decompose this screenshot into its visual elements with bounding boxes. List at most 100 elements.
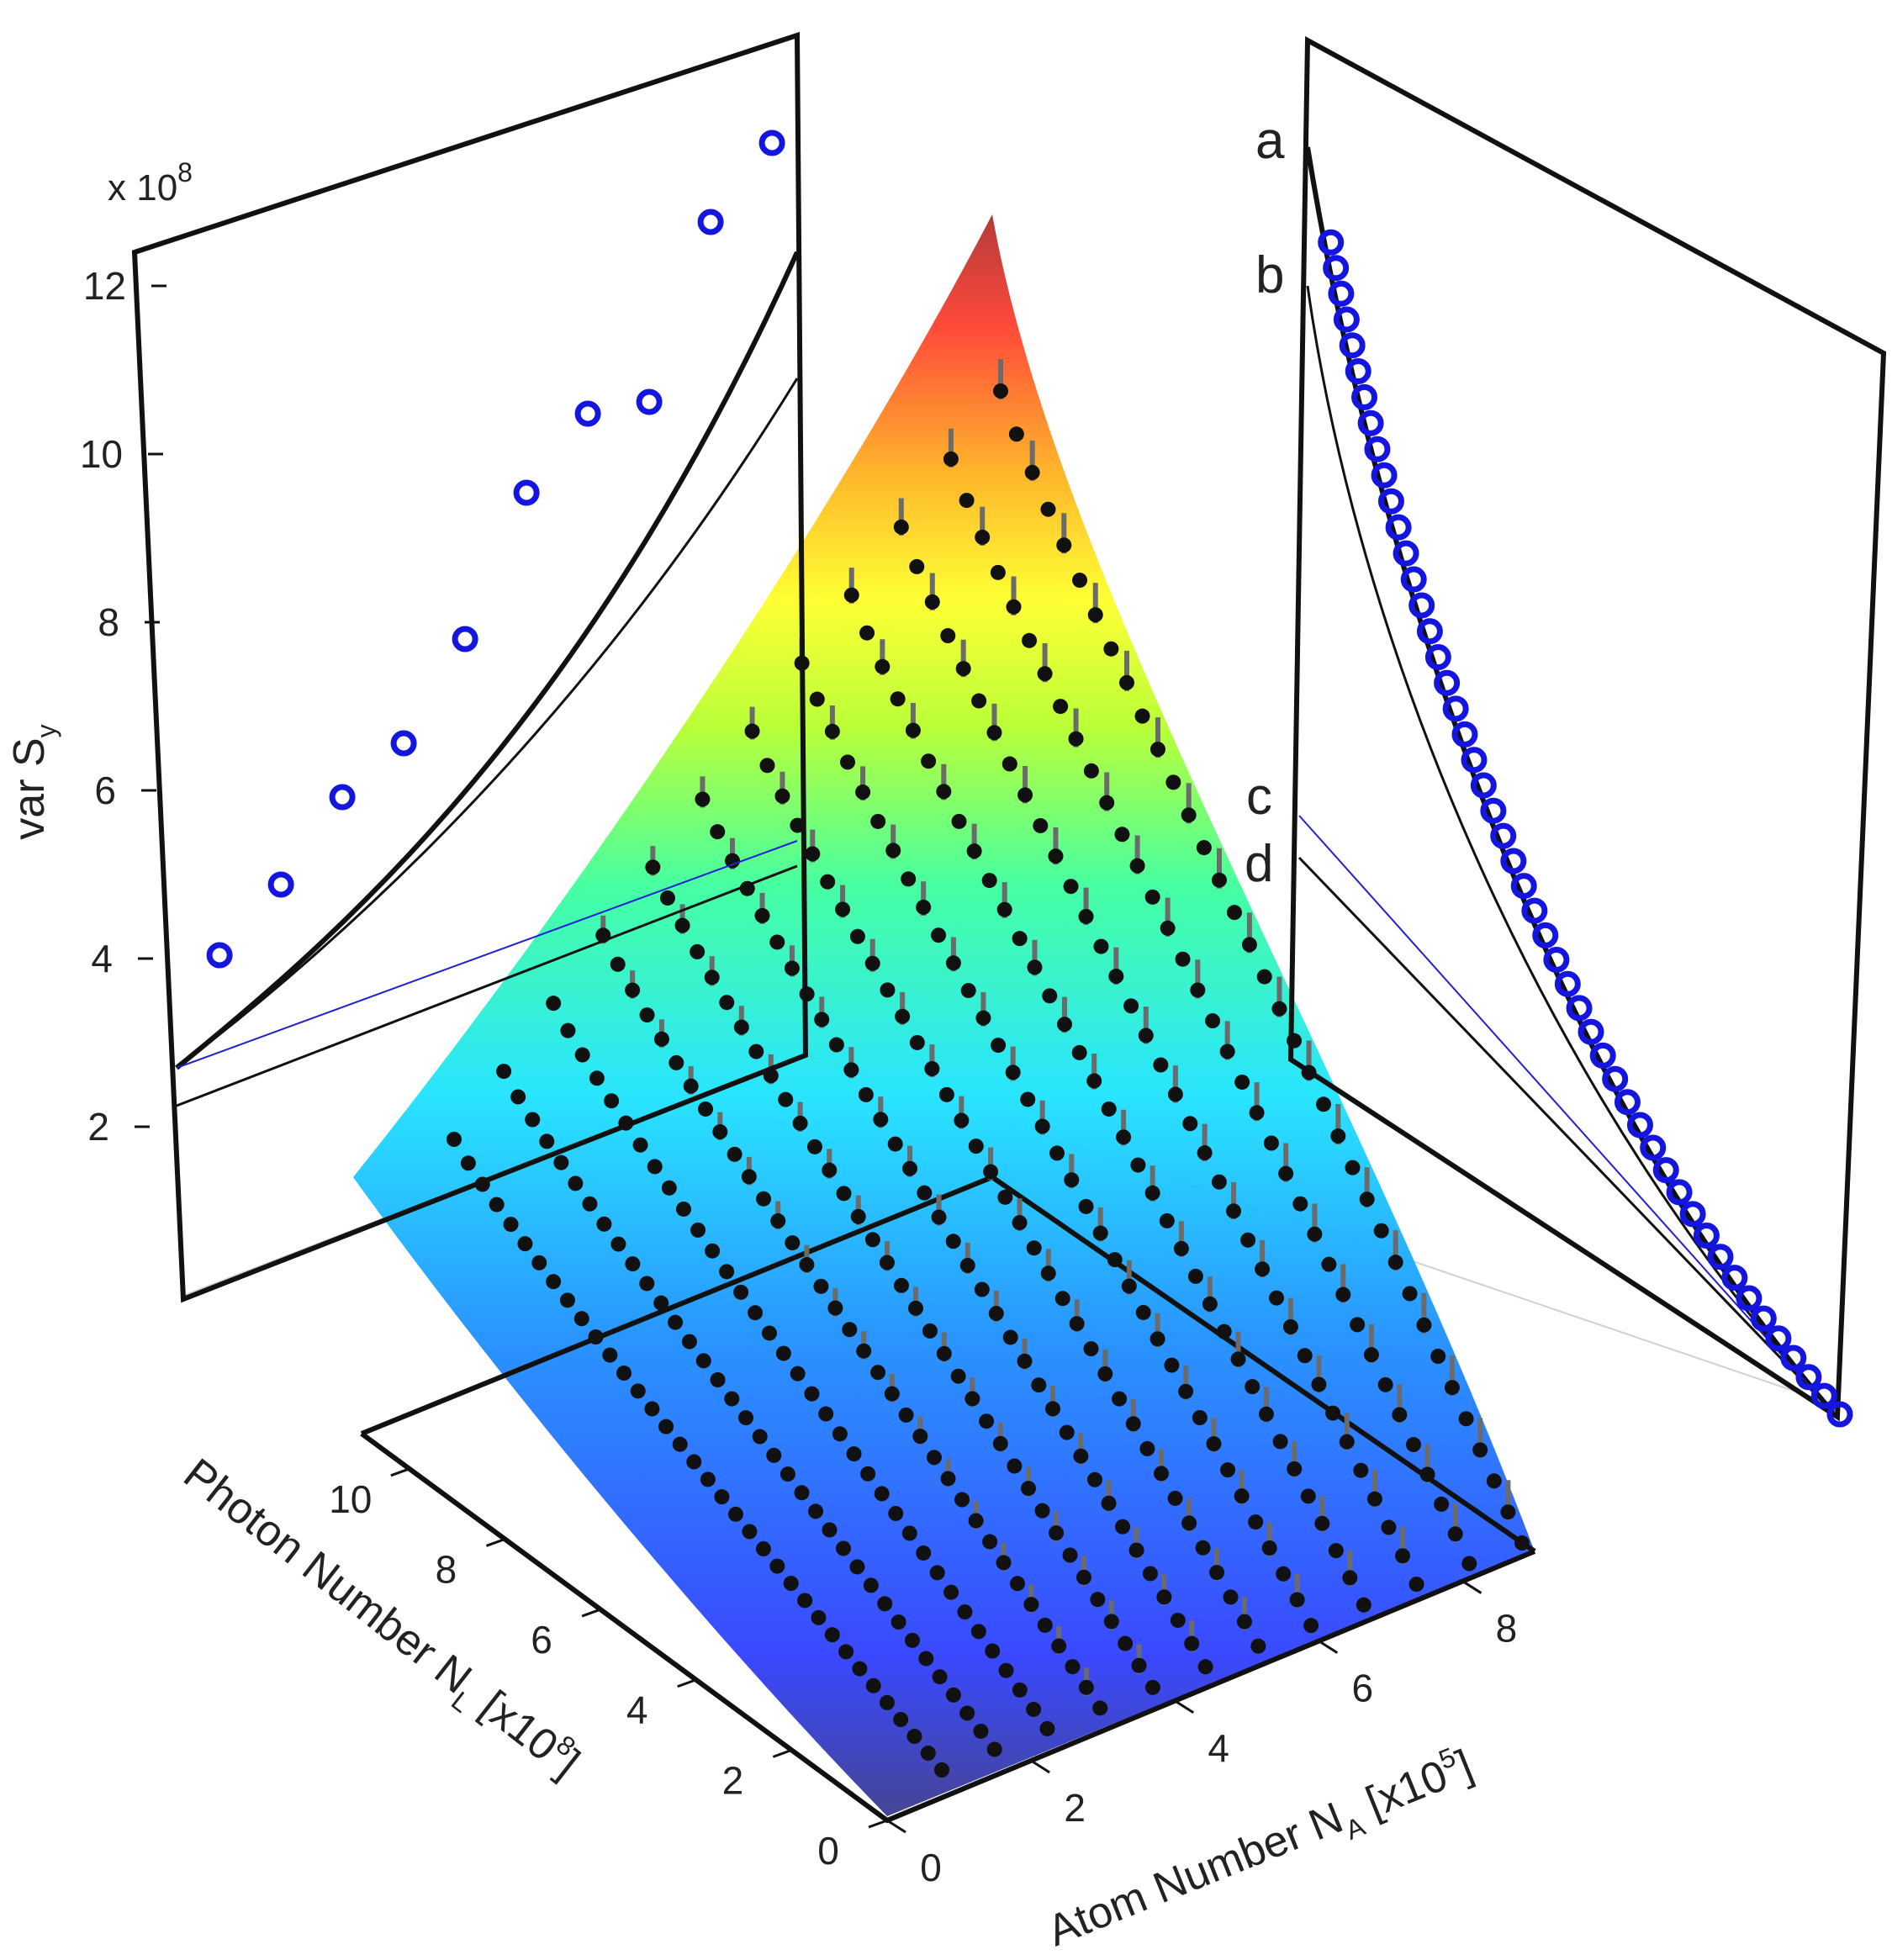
right-data-point bbox=[1400, 566, 1427, 593]
photon-tick-label: 2 bbox=[722, 1758, 744, 1802]
surface-data-point bbox=[658, 1418, 674, 1434]
surface-data-point bbox=[1165, 774, 1181, 790]
surface-data-point bbox=[880, 982, 896, 998]
surface-data-point bbox=[921, 753, 937, 769]
surface-data-point bbox=[1395, 1548, 1411, 1564]
surface-data-point bbox=[604, 1093, 620, 1109]
surface-data-point bbox=[546, 1274, 562, 1290]
atom-tick-label: 8 bbox=[1496, 1607, 1518, 1651]
surface-data-point bbox=[909, 558, 925, 574]
surface-data-point bbox=[1297, 1348, 1313, 1364]
surface-data-point bbox=[906, 1729, 922, 1745]
surface-data-point bbox=[616, 1366, 632, 1382]
surface-data-point bbox=[943, 451, 959, 467]
surface-data-point bbox=[639, 1276, 655, 1292]
surface-data-point bbox=[932, 1669, 948, 1685]
surface-data-point bbox=[901, 1525, 917, 1541]
surface-data-point bbox=[1086, 1471, 1102, 1487]
surface-data-point bbox=[1278, 1165, 1294, 1181]
surface-data-point bbox=[1216, 1323, 1232, 1339]
right-data-point bbox=[1640, 1134, 1667, 1161]
right-data-point bbox=[1614, 1089, 1641, 1116]
photon-axis-ticks: 0 2 4 6 8 10 bbox=[329, 1467, 888, 1873]
surface-data-point bbox=[784, 960, 800, 976]
surface-data-point bbox=[1072, 573, 1088, 589]
left-data-point bbox=[574, 400, 601, 427]
surface-data-point bbox=[877, 1596, 893, 1612]
surface-data-point bbox=[799, 1257, 815, 1273]
surface-data-point bbox=[774, 788, 790, 804]
surface-data-point bbox=[846, 1446, 862, 1462]
right-data-point bbox=[1589, 1042, 1616, 1069]
surface-data-point bbox=[1049, 1145, 1065, 1161]
surface-data-point bbox=[661, 1180, 677, 1196]
surface-data-point bbox=[748, 1305, 764, 1321]
surface-data-point bbox=[752, 1429, 768, 1445]
photon-tick-mark bbox=[772, 1748, 792, 1758]
surface-data-point bbox=[1255, 1261, 1271, 1277]
left-data-point bbox=[452, 626, 478, 652]
surface-data-point bbox=[778, 1091, 794, 1107]
surface-data-point bbox=[1034, 1118, 1050, 1134]
surface-data-point bbox=[727, 1146, 743, 1162]
surface-data-point bbox=[1031, 1377, 1047, 1393]
surface-data-point bbox=[1007, 1458, 1023, 1474]
surface-data-point bbox=[820, 874, 836, 890]
surface-data-point bbox=[1027, 959, 1043, 975]
surface-data-point bbox=[945, 1687, 961, 1703]
surface-data-point bbox=[917, 1185, 933, 1201]
surface-data-point bbox=[770, 1213, 786, 1229]
surface-data-point bbox=[1392, 1407, 1408, 1423]
surface-data-point bbox=[804, 1386, 820, 1402]
right-data-points bbox=[1318, 229, 1853, 1428]
right-line-d bbox=[1297, 856, 1835, 1414]
surface-data-point bbox=[856, 1343, 872, 1359]
surface-data-point bbox=[1154, 1466, 1170, 1482]
right-data-point bbox=[1451, 721, 1478, 748]
curve-label-d: d bbox=[1245, 835, 1273, 893]
surface-data-point bbox=[1240, 1232, 1256, 1248]
surface-data-point bbox=[873, 1112, 889, 1128]
left-fit-curve-thick bbox=[175, 251, 800, 1070]
surface-data-point bbox=[1234, 1074, 1250, 1090]
surface-data-point bbox=[874, 1486, 890, 1502]
surface-data-point bbox=[1202, 1296, 1218, 1312]
surface-data-point bbox=[1001, 756, 1017, 772]
surface-data-point bbox=[659, 890, 675, 906]
surface-data-point bbox=[792, 1115, 808, 1131]
surface-data-point bbox=[1514, 1535, 1530, 1551]
surface-data-point bbox=[1219, 1043, 1235, 1059]
surface-data-point bbox=[1144, 1185, 1160, 1201]
surface-data-point bbox=[695, 791, 711, 807]
right-data-point bbox=[1393, 540, 1419, 567]
surface-data-point bbox=[1381, 1519, 1397, 1535]
surface-data-point bbox=[1211, 872, 1227, 888]
surface-data-point bbox=[783, 1576, 799, 1592]
surface-data-point bbox=[894, 1277, 910, 1293]
surface-data-point bbox=[828, 1037, 844, 1053]
var-tick-label: 8 bbox=[98, 600, 119, 644]
surface-data-point bbox=[1083, 1341, 1099, 1357]
surface-data-point bbox=[759, 758, 775, 774]
surface-data-point bbox=[1350, 1317, 1366, 1333]
surface-data-point bbox=[1311, 1376, 1327, 1392]
surface-data-point bbox=[1405, 1437, 1421, 1453]
surface-data-point bbox=[1416, 1317, 1432, 1333]
surface-data-point bbox=[912, 1429, 928, 1445]
surface-data-point bbox=[1012, 1215, 1028, 1231]
surface-data-point bbox=[864, 955, 880, 971]
surface-data-point bbox=[1175, 951, 1191, 967]
surface-data-point bbox=[1129, 858, 1145, 874]
surface-data-point bbox=[971, 693, 987, 709]
surface-data-point bbox=[668, 1314, 684, 1330]
surface-data-point bbox=[546, 996, 562, 1012]
surface-data-point bbox=[954, 1112, 970, 1128]
surface-data-point bbox=[700, 1471, 716, 1487]
surface-data-point bbox=[879, 1694, 895, 1710]
surface-data-point bbox=[1023, 1597, 1039, 1613]
surface-data-point bbox=[998, 1662, 1014, 1678]
surface-data-point bbox=[1325, 1405, 1341, 1421]
surface-data-point bbox=[560, 1022, 576, 1038]
surface-data-point bbox=[1314, 1515, 1330, 1531]
surface-data-point bbox=[1248, 1514, 1264, 1530]
